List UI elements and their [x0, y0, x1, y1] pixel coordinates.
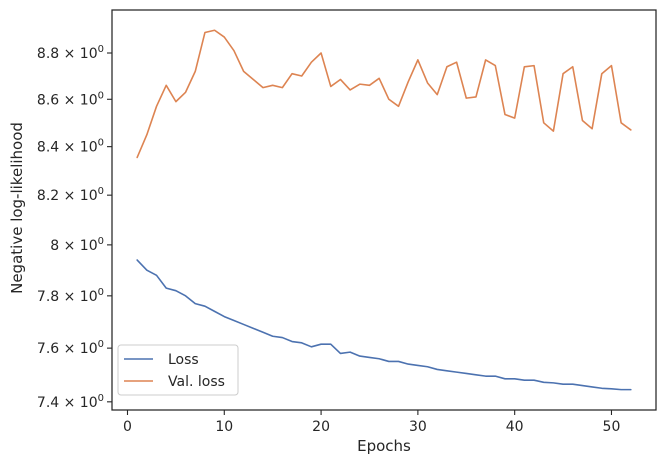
- y-tick-label: 7.6 × 100: [37, 339, 104, 357]
- series-line-val-loss: [136, 29, 632, 159]
- y-axis: 7.4 × 100 7.6 × 100 7.8 × 100 8 × 100 8.2 × …: [37, 44, 112, 411]
- y-tick-label: 8.2 × 100: [37, 186, 104, 204]
- y-tick-label: 8.6 × 100: [37, 90, 104, 108]
- legend-box: [117, 344, 239, 396]
- x-axis: 0 10 20 30 40 50: [123, 410, 620, 435]
- x-tick-label: 50: [603, 419, 621, 435]
- series-line-loss: [136, 259, 632, 391]
- y-tick-label: 8 × 100: [50, 236, 104, 254]
- x-tick-label: 40: [506, 419, 524, 435]
- y-tick-label: 7.8 × 100: [37, 287, 104, 305]
- legend-label: Loss: [168, 352, 199, 368]
- y-axis-title: Negative log-likelihood: [8, 122, 26, 294]
- y-tick-label: 8.4 × 100: [37, 138, 104, 156]
- legend-label: Val. loss: [168, 374, 225, 390]
- x-tick-label: 20: [312, 419, 330, 435]
- x-axis-title: Epochs: [357, 437, 411, 455]
- plot-area-frame: [111, 9, 657, 411]
- x-tick-label: 0: [123, 419, 132, 435]
- x-tick-label: 10: [215, 419, 233, 435]
- series-lines: [136, 29, 632, 391]
- legend: Loss Val. loss: [117, 344, 239, 396]
- y-tick-label: 8.8 × 100: [37, 44, 104, 62]
- y-tick-label: 7.4 × 100: [37, 393, 104, 411]
- x-tick-label: 30: [409, 419, 427, 435]
